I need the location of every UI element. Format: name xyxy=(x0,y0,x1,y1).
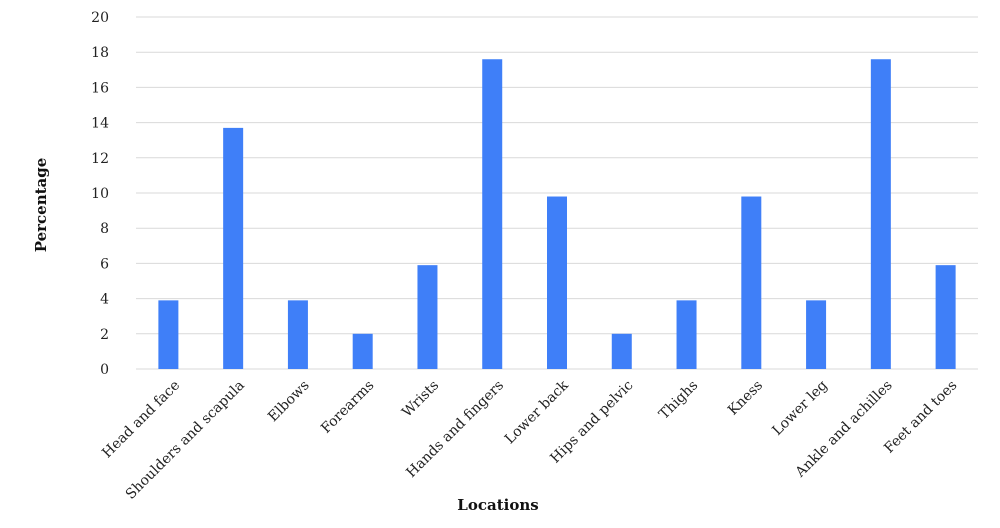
x-category-label: Shoulders and scapula xyxy=(123,377,248,502)
bar-feet-and-toes xyxy=(935,265,956,369)
bar-hips-and-pelvic xyxy=(611,333,632,369)
y-tick-label: 14 xyxy=(91,116,109,132)
y-tick-label: 8 xyxy=(100,221,109,237)
bar-elbows xyxy=(287,300,308,369)
y-axis-title: Percentage xyxy=(32,158,50,253)
y-tick-label: 4 xyxy=(100,292,109,308)
x-axis-title: Locations xyxy=(457,496,538,514)
x-category-label: Elbows xyxy=(265,377,313,425)
x-category-label: Lower back xyxy=(502,377,572,447)
x-category-label: Lower leg xyxy=(769,377,830,438)
bar-lower-leg xyxy=(806,300,827,369)
y-tick-label: 10 xyxy=(91,186,109,202)
bar-hands-and-fingers xyxy=(482,59,503,370)
x-category-label: Wrists xyxy=(399,377,442,420)
x-category-label: Thighs xyxy=(656,377,701,422)
bar-forearms xyxy=(352,333,373,369)
y-tick-label: 2 xyxy=(100,327,109,343)
bar-thighs xyxy=(676,300,697,369)
bar-lower-back xyxy=(547,196,567,369)
y-axis-tick-labels: 0 2 4 6 8 10 12 14 16 18 20 xyxy=(91,10,109,378)
y-tick-label: 18 xyxy=(91,45,109,61)
x-category-label: Kness xyxy=(725,377,766,418)
y-tick-label: 12 xyxy=(91,151,109,167)
y-tick-label: 6 xyxy=(100,256,109,272)
x-category-label: Forearms xyxy=(318,377,377,436)
y-tick-label: 16 xyxy=(91,80,109,96)
bar-shoulders-and-scapula xyxy=(223,127,244,369)
y-tick-label: 0 xyxy=(100,362,109,378)
bar-ankle-and-achilles xyxy=(870,59,891,370)
bar-head-and-face xyxy=(158,300,179,369)
bars xyxy=(158,59,956,370)
bar-kness xyxy=(741,196,762,369)
y-tick-label: 20 xyxy=(91,10,109,26)
bar-wrists xyxy=(417,265,438,369)
